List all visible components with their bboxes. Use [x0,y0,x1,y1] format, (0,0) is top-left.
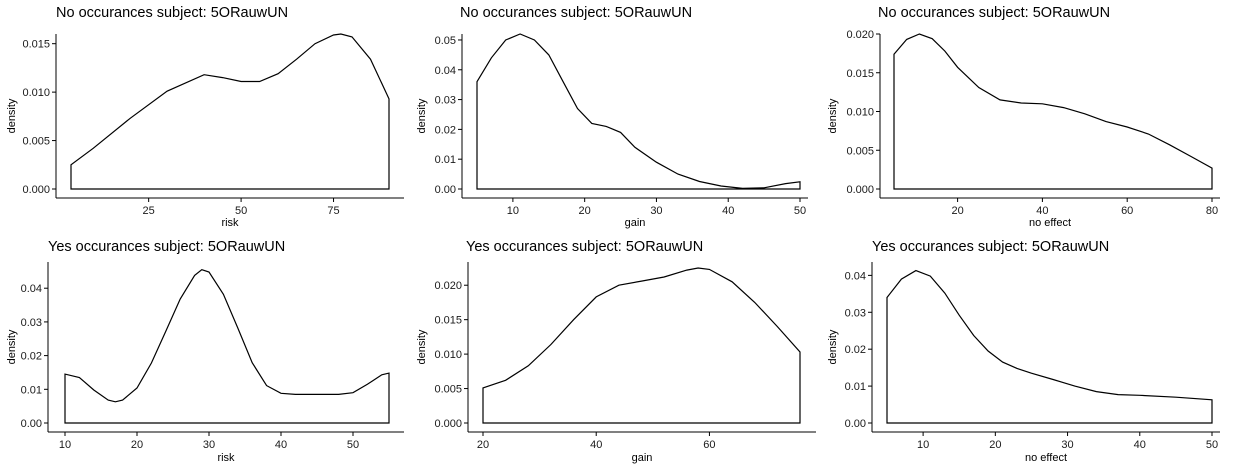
density-curve [482,267,801,424]
x-axis-title: risk [221,217,239,229]
y-tick-label: 0.04 [845,270,866,282]
x-axis-title: no effect [1029,217,1071,229]
y-tick-label: 0.02 [21,351,42,363]
y-tick-label: 0.010 [22,87,50,99]
y-axis-title: density [827,329,839,364]
density-panel: Yes occurances subject: 5ORauwUN 0.000 0.0… [416,239,816,464]
panel-title: No occurances subject: 5ORauwUN [56,5,288,21]
x-tick-label: 50 [347,439,359,451]
x-tick-label: 50 [794,205,806,217]
density-panel: Yes occurances subject: 5ORauwUN 0.00 0.01… [6,239,404,464]
x-tick-label: 25 [143,205,155,217]
y-tick-label: 0.005 [22,136,50,148]
x-tick-label: 30 [203,439,215,451]
x-tick-label: 75 [327,205,339,217]
y-tick-label: 0.01 [845,381,866,393]
y-axis-title: density [827,98,839,133]
y-tick-label: 0.04 [435,65,456,77]
x-tick-label: 30 [1061,439,1073,451]
x-tick-label: 60 [703,439,715,451]
x-tick-label: 80 [1206,205,1218,217]
y-tick-label: 0.005 [434,384,462,396]
y-tick-label: 0.020 [846,29,874,41]
y-tick-label: 0.015 [22,39,50,51]
y-tick-label: 0.00 [21,418,42,430]
density-panel: No occurances subject: 5ORauwUN 0.000 0.00… [6,5,404,229]
density-curve [886,269,1213,424]
y-tick-label: 0.000 [434,418,462,430]
y-tick-label: 0.01 [21,384,42,396]
y-tick-label: 0.000 [846,184,874,196]
x-tick-label: 50 [235,205,247,217]
y-tick-label: 0.00 [845,418,866,430]
y-tick-label: 0.03 [435,95,456,107]
density-panel: Yes occurances subject: 5ORauwUN 0.00 0.01… [827,239,1220,464]
panel-title: No occurances subject: 5ORauwUN [878,5,1110,21]
x-tick-label: 20 [131,439,143,451]
density-panel: No occurances subject: 5ORauwUN 0.000 0.00… [827,5,1220,229]
x-tick-label: 40 [722,205,734,217]
y-tick-label: 0.02 [435,124,456,136]
y-axis-title: density [416,98,428,133]
y-tick-label: 0.04 [21,283,42,295]
panel-title: Yes occurances subject: 5ORauwUN [872,239,1109,255]
x-tick-label: 20 [989,439,1001,451]
y-tick-label: 0.00 [435,184,456,196]
x-tick-label: 20 [951,205,963,217]
y-tick-label: 0.010 [846,107,874,119]
y-axis-title: density [416,329,428,364]
x-axis-title: risk [217,452,235,464]
x-tick-label: 40 [275,439,287,451]
y-tick-label: 0.05 [435,35,456,47]
y-tick-label: 0.03 [845,307,866,319]
x-axis-title: gain [632,452,653,464]
x-tick-label: 10 [59,439,71,451]
x-tick-label: 20 [477,439,489,451]
density-curve [70,33,390,190]
y-axis-title: density [6,329,18,364]
x-tick-label: 30 [650,205,662,217]
y-tick-label: 0.010 [434,349,462,361]
panel-title: Yes occurances subject: 5ORauwUN [48,239,285,255]
y-tick-label: 0.015 [434,315,462,327]
panel-title: Yes occurances subject: 5ORauwUN [466,239,703,255]
x-tick-label: 10 [507,205,519,217]
y-tick-label: 0.020 [434,280,462,292]
x-tick-label: 40 [1036,205,1048,217]
x-tick-label: 60 [1121,205,1133,217]
x-tick-label: 20 [579,205,591,217]
x-tick-label: 40 [590,439,602,451]
x-axis-title: gain [625,217,646,229]
x-tick-label: 50 [1206,439,1218,451]
density-curve [476,33,801,190]
density-curve [64,269,390,424]
y-tick-label: 0.005 [846,145,874,157]
x-tick-label: 10 [917,439,929,451]
y-tick-label: 0.03 [21,317,42,329]
y-axis-title: density [6,98,18,133]
x-tick-label: 40 [1134,439,1146,451]
x-axis-title: no effect [1025,452,1067,464]
y-tick-label: 0.015 [846,68,874,80]
y-tick-label: 0.02 [845,344,866,356]
density-panel: No occurances subject: 5ORauwUN 0.00 0.01 0… [416,5,808,229]
panel-title: No occurances subject: 5ORauwUN [460,5,692,21]
y-tick-label: 0.01 [435,154,456,166]
y-tick-label: 0.000 [22,184,50,196]
density-curve [893,33,1213,190]
